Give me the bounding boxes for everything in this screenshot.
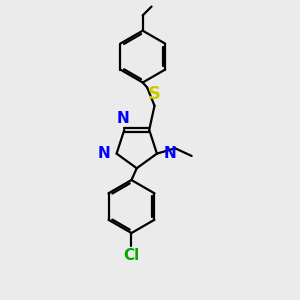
Text: N: N xyxy=(116,111,129,126)
Text: S: S xyxy=(148,85,161,103)
Text: N: N xyxy=(98,146,110,161)
Text: Cl: Cl xyxy=(123,248,140,263)
Text: N: N xyxy=(164,146,176,161)
